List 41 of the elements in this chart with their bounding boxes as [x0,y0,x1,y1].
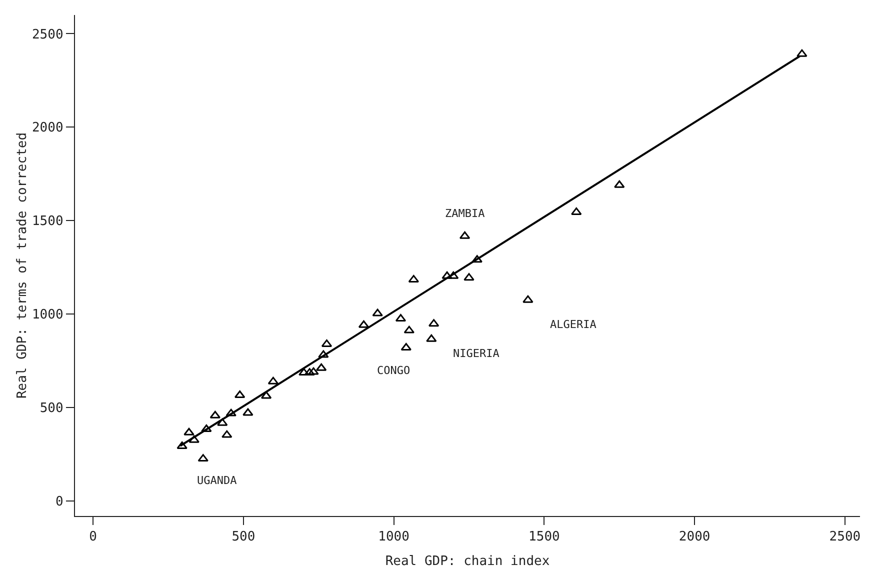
x-axis-title: Real GDP: chain index [385,554,550,570]
point [796,49,808,57]
point [614,180,625,188]
x-tick-label: 2000 [678,530,710,545]
x-tick-label: 500 [232,530,256,545]
point [442,271,452,279]
y-tick-label: 1500 [32,214,64,230]
y-tick-label: 0 [55,494,64,510]
point [426,334,437,342]
point [201,424,212,432]
point [372,308,383,316]
x-tick-label: 1000 [378,530,410,545]
y-tick-label: 2500 [32,27,64,42]
point [242,408,254,416]
y-tick-label: 2000 [32,120,64,136]
y-tick-label: 1000 [32,308,64,323]
annotation: CONGO [377,364,410,377]
y-tick-label: 500 [40,401,64,416]
point [472,255,482,263]
annotation: ZAMBIA [445,207,486,220]
annotation: UGANDA [197,474,238,487]
point [304,368,315,376]
point [571,207,582,215]
point [176,442,188,450]
annotation: ALGERIA [550,318,597,331]
x-tick-label: 0 [89,530,97,545]
point [464,273,474,281]
point [188,435,200,443]
point [318,350,329,358]
point [184,428,194,436]
point [198,454,208,462]
y-axis-title: Real GDP: terms of trade corrected [14,132,30,399]
x-tick-label: 2500 [829,530,861,545]
point [226,408,236,416]
point [522,295,534,303]
point [298,368,310,376]
point [222,430,232,438]
point [217,418,228,426]
x-tick-label: 1500 [528,530,560,545]
point [308,367,319,375]
annotation: NIGERIA [453,347,500,360]
